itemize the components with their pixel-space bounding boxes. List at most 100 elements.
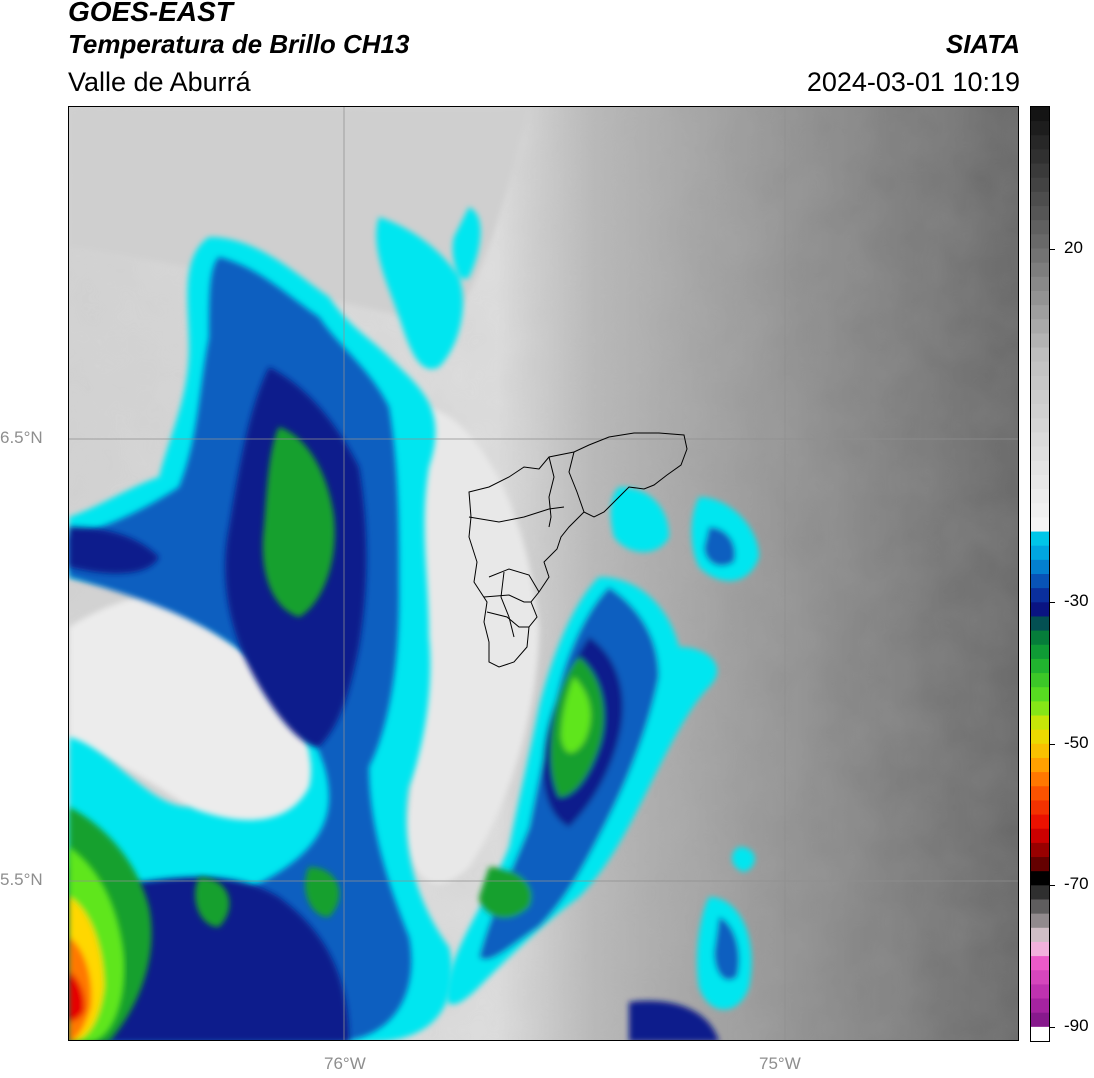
scattered-cells-east <box>610 487 759 1040</box>
colorbar-segment <box>1031 474 1049 490</box>
colorbar-segment <box>1031 390 1049 405</box>
colorbar-segment <box>1031 899 1049 915</box>
lat-tick-label: 6.5°N <box>0 428 43 447</box>
boundary-5 <box>483 594 531 603</box>
colorbar-segment <box>1031 786 1049 801</box>
colorbar-segment <box>1031 630 1049 646</box>
colorbar-segment <box>1031 333 1049 349</box>
colorbar-segment <box>1031 290 1049 306</box>
colorbar-segment <box>1031 347 1049 363</box>
colorbar-tick <box>1050 743 1055 745</box>
colorbar-segment <box>1031 319 1049 334</box>
colorbar-segment <box>1031 234 1049 250</box>
product-title: Temperatura de Brillo CH13 <box>68 29 410 59</box>
colorbar-tick-label: -30 <box>1064 591 1089 611</box>
colorbar-tick <box>1050 248 1055 250</box>
colorbar-segment <box>1031 305 1049 320</box>
colorbar-segment <box>1031 361 1049 377</box>
colorbar-tick-label: -70 <box>1064 874 1089 894</box>
colorbar-segment <box>1031 885 1049 900</box>
colorbar-segment <box>1031 842 1049 858</box>
region-subtitle: Valle de Aburrá <box>68 67 251 97</box>
cloud-overshooting-top <box>69 847 125 1040</box>
colorbar-segment <box>1031 191 1049 207</box>
colorbar-segment <box>1031 177 1049 193</box>
colorbar-gradient <box>1031 107 1049 1042</box>
colorbar-segment <box>1031 729 1049 745</box>
colorbar-segment <box>1031 206 1049 221</box>
organization-label: SIATA <box>945 29 1020 59</box>
convective-band-east <box>446 577 718 1005</box>
colorbar-segment <box>1031 276 1049 292</box>
colorbar-segment <box>1031 375 1049 391</box>
colorbar-segment <box>1031 743 1049 759</box>
colorbar-segment <box>1031 970 1049 985</box>
colorbar-segment <box>1031 446 1049 462</box>
colorbar-segment <box>1031 418 1049 433</box>
colorbar-segment <box>1031 913 1049 929</box>
boundary-1 <box>468 506 565 523</box>
colorbar-segment <box>1031 941 1049 957</box>
colorbar-segment <box>1031 828 1049 844</box>
colorbar-segment <box>1031 135 1049 150</box>
colorbar-segment <box>1031 602 1049 617</box>
colorbar-segment <box>1031 262 1049 278</box>
colorbar-segment <box>1031 163 1049 179</box>
graticule <box>69 107 1018 1040</box>
boundary-7 <box>500 571 515 638</box>
colorbar-tick-label: -50 <box>1064 732 1089 752</box>
light-region-center <box>407 407 539 884</box>
colorbar-segment <box>1031 857 1049 872</box>
colorbar-segment <box>1031 149 1049 165</box>
colorbar-segment <box>1031 432 1049 448</box>
colorbar-segment <box>1031 107 1049 122</box>
colorbar-segment <box>1031 687 1049 702</box>
satellite-title: GOES-EAST <box>68 0 233 27</box>
colorbar-tick <box>1050 885 1055 887</box>
colorbar-segment <box>1031 984 1049 1000</box>
colorbar <box>1030 106 1050 1042</box>
brightness-temperature-field <box>69 107 1018 1040</box>
boundary-4 <box>488 568 540 593</box>
colorbar-segment <box>1031 1026 1049 1042</box>
colorbar-segment <box>1031 956 1049 971</box>
colorbar-segment <box>1031 460 1049 476</box>
timestamp-label: 2024-03-01 10:19 <box>806 67 1020 97</box>
boundary-2 <box>548 456 555 528</box>
boundary-3 <box>568 451 585 513</box>
colorbar-segment <box>1031 545 1049 561</box>
colorbar-segment <box>1031 531 1049 547</box>
colorbar-segment <box>1031 644 1049 660</box>
colorbar-segment <box>1031 871 1049 886</box>
lat-tick-label: 5.5°N <box>0 870 43 889</box>
colorbar-segment <box>1031 517 1049 533</box>
colorbar-segment <box>1031 998 1049 1014</box>
lon-tick-label: 75°W <box>759 1054 801 1073</box>
lon-tick-label: 76°W <box>324 1054 366 1073</box>
boundary-6 <box>486 611 529 628</box>
satellite-map[interactable] <box>68 106 1019 1041</box>
colorbar-segment <box>1031 588 1049 603</box>
colorbar-segment <box>1031 772 1049 787</box>
colorbar-segment <box>1031 701 1049 717</box>
colorbar-segment <box>1031 503 1049 518</box>
colorbar-segment <box>1031 927 1049 943</box>
colorbar-segment <box>1031 800 1049 816</box>
colorbar-segment <box>1031 658 1049 674</box>
colorbar-tick <box>1050 1026 1055 1028</box>
colorbar-segment <box>1031 715 1049 731</box>
colorbar-tick-label: -90 <box>1064 1015 1089 1035</box>
colorbar-segment <box>1031 121 1049 136</box>
colorbar-segment <box>1031 489 1049 504</box>
colorbar-tick <box>1050 602 1055 604</box>
colorbar-tick-label: 20 <box>1064 237 1083 257</box>
colorbar-segment <box>1031 220 1049 235</box>
colorbar-segment <box>1031 574 1049 589</box>
colorbar-segment <box>1031 814 1049 830</box>
colorbar-segment <box>1031 248 1049 264</box>
colorbar-segment <box>1031 673 1049 688</box>
colorbar-segment <box>1031 616 1049 632</box>
colorbar-segment <box>1031 1012 1049 1028</box>
valle-aburra-boundaries <box>468 432 688 668</box>
colorbar-segment <box>1031 559 1049 575</box>
